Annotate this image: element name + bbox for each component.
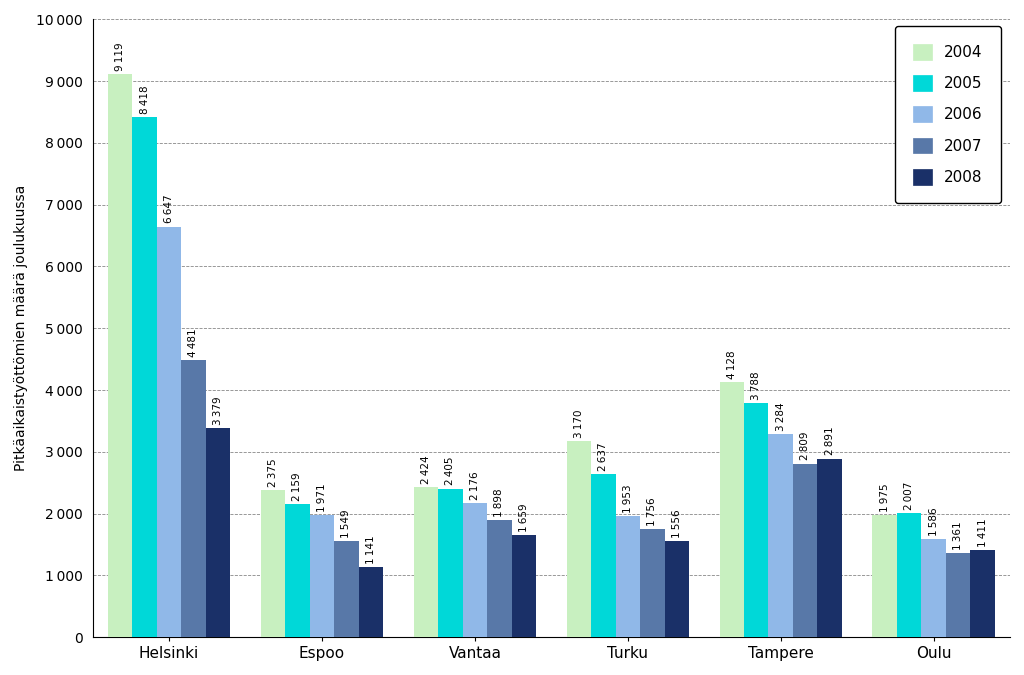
Bar bbox=[309, 515, 334, 637]
Bar bbox=[181, 360, 206, 637]
Text: 2 176: 2 176 bbox=[470, 471, 480, 500]
Text: 1 586: 1 586 bbox=[929, 508, 939, 536]
Text: 1 975: 1 975 bbox=[880, 483, 890, 512]
Bar bbox=[922, 539, 946, 637]
Text: 2 007: 2 007 bbox=[904, 482, 914, 510]
Text: 2 375: 2 375 bbox=[268, 459, 279, 487]
Text: 4 128: 4 128 bbox=[727, 350, 737, 379]
Bar bbox=[414, 487, 438, 637]
Text: 1 411: 1 411 bbox=[978, 518, 987, 547]
Bar bbox=[157, 227, 181, 637]
Text: 2 405: 2 405 bbox=[445, 457, 456, 485]
Y-axis label: Pitkäaikaistyöttömien määrä joulukuussa: Pitkäaikaistyöttömien määrä joulukuussa bbox=[14, 185, 28, 471]
Text: 1 556: 1 556 bbox=[672, 509, 682, 538]
Text: 4 481: 4 481 bbox=[188, 329, 199, 357]
Bar bbox=[768, 434, 793, 637]
Bar bbox=[897, 513, 922, 637]
Bar bbox=[744, 403, 768, 637]
Bar bbox=[591, 475, 615, 637]
Text: 1 141: 1 141 bbox=[366, 535, 376, 564]
Text: 2 424: 2 424 bbox=[421, 456, 431, 484]
Text: 2 159: 2 159 bbox=[293, 472, 302, 501]
Bar bbox=[438, 489, 463, 637]
Text: 1 549: 1 549 bbox=[341, 510, 351, 539]
Bar bbox=[872, 515, 897, 637]
Text: 1 659: 1 659 bbox=[519, 503, 528, 531]
Text: 8 418: 8 418 bbox=[139, 86, 150, 114]
Bar bbox=[487, 520, 512, 637]
Text: 1 953: 1 953 bbox=[623, 485, 633, 514]
Text: 9 119: 9 119 bbox=[115, 42, 125, 71]
Bar bbox=[512, 535, 536, 637]
Bar bbox=[463, 503, 487, 637]
Bar bbox=[946, 553, 971, 637]
Text: 2 637: 2 637 bbox=[598, 443, 608, 471]
Text: 3 788: 3 788 bbox=[752, 371, 761, 400]
Bar bbox=[720, 382, 744, 637]
Bar bbox=[334, 541, 358, 637]
Text: 1 971: 1 971 bbox=[317, 483, 327, 512]
Text: 2 809: 2 809 bbox=[800, 432, 810, 460]
Bar bbox=[566, 441, 591, 637]
Text: 1 756: 1 756 bbox=[647, 497, 657, 526]
Text: 3 170: 3 170 bbox=[573, 410, 584, 438]
Bar bbox=[665, 541, 689, 637]
Text: 2 891: 2 891 bbox=[824, 427, 835, 456]
Bar bbox=[261, 490, 286, 637]
Bar bbox=[640, 529, 665, 637]
Text: 3 379: 3 379 bbox=[213, 397, 223, 425]
Text: 1 361: 1 361 bbox=[953, 521, 964, 550]
Text: 1 898: 1 898 bbox=[495, 488, 505, 517]
Bar bbox=[206, 429, 230, 637]
Text: 6 647: 6 647 bbox=[164, 195, 174, 223]
Bar bbox=[286, 504, 309, 637]
Legend: 2004, 2005, 2006, 2007, 2008: 2004, 2005, 2006, 2007, 2008 bbox=[895, 26, 1000, 203]
Bar bbox=[615, 516, 640, 637]
Bar bbox=[132, 117, 157, 637]
Text: 3 284: 3 284 bbox=[776, 402, 785, 431]
Bar bbox=[971, 550, 995, 637]
Bar bbox=[358, 566, 383, 637]
Bar bbox=[817, 458, 842, 637]
Bar bbox=[793, 464, 817, 637]
Bar bbox=[108, 74, 132, 637]
